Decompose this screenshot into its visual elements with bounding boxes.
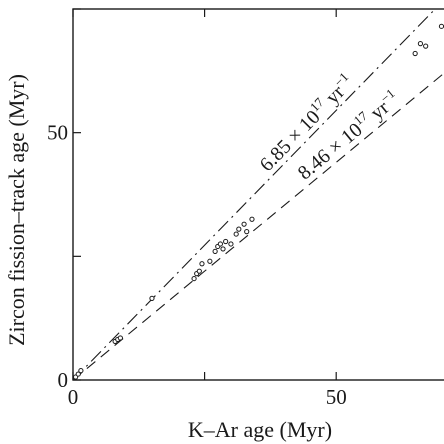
data-point: [199, 261, 205, 267]
data-point: [438, 23, 444, 29]
data-point: [244, 229, 250, 235]
data-points: [73, 23, 444, 380]
data-point: [117, 335, 123, 341]
x-axis-label: K–Ar age (Myr): [188, 417, 332, 442]
x-tick-label: 50: [326, 385, 347, 409]
axis-ticks: [72, 8, 337, 381]
y-tick-label: 0: [58, 368, 69, 392]
plot-frame-box: [72, 8, 444, 381]
fit-lines: [72, 8, 444, 381]
data-point: [196, 268, 202, 274]
data-point: [217, 241, 223, 247]
data-point: [78, 368, 84, 374]
data-point: [412, 50, 418, 57]
y-axis-label: Zircon fission–track age (Myr): [4, 74, 29, 346]
fit-line-dashed: [72, 72, 444, 381]
data-point: [223, 238, 229, 245]
data-point: [207, 258, 213, 264]
data-point: [228, 241, 234, 247]
x-tick-label: 0: [68, 385, 79, 409]
plot-frame: [72, 8, 444, 381]
labels: K–Ar age (Myr) Zircon fission–track age …: [4, 69, 398, 442]
data-point: [417, 41, 424, 47]
data-point: [212, 248, 218, 254]
data-point: [423, 43, 429, 49]
data-point: [149, 295, 155, 301]
data-point: [249, 216, 255, 222]
data-point: [236, 226, 242, 232]
y-tick-label: 50: [47, 121, 68, 145]
data-point: [233, 231, 239, 237]
data-point: [191, 275, 197, 282]
data-point: [220, 246, 226, 252]
data-point: [75, 371, 81, 377]
data-point: [241, 221, 247, 227]
fit-line-dash-dot: [72, 8, 436, 381]
